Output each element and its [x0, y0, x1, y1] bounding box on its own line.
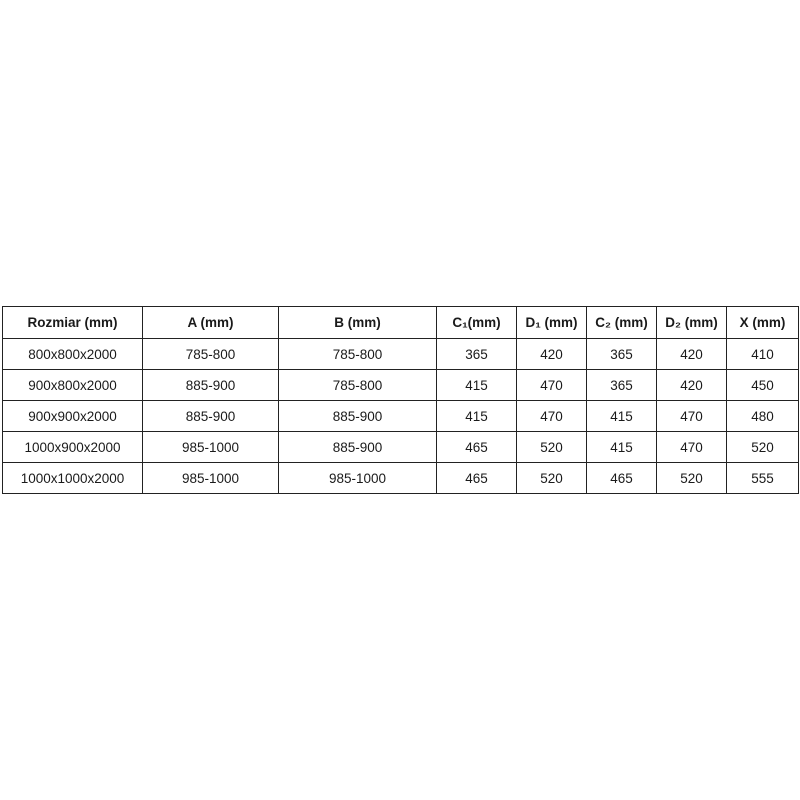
table-cell: 415 — [436, 369, 517, 401]
table-cell: 465 — [436, 431, 517, 463]
table-cell: 520 — [516, 462, 587, 494]
table-cell: 800x800x2000 — [2, 338, 143, 370]
table-cell: 785-800 — [278, 338, 437, 370]
table-cell: 415 — [436, 400, 517, 432]
column-header: B (mm) — [278, 306, 437, 339]
table-cell: 470 — [656, 431, 727, 463]
table-cell: 410 — [726, 338, 799, 370]
table-row: 900x900x2000 885-900 885-900 415 470 415 470 48… — [2, 400, 799, 432]
table-cell: 420 — [516, 338, 587, 370]
table-cell: 415 — [586, 400, 657, 432]
table-cell: 480 — [726, 400, 799, 432]
table-cell: 450 — [726, 369, 799, 401]
table-cell: 900x900x2000 — [2, 400, 143, 432]
table-cell: 985-1000 — [142, 431, 279, 463]
table-cell: 785-800 — [278, 369, 437, 401]
table-cell: 415 — [586, 431, 657, 463]
table-header-row: Rozmiar (mm) A (mm) B (mm) C₁(mm) D₁ (mm) C₂ … — [2, 306, 799, 339]
column-header: D₂ (mm) — [656, 306, 727, 339]
table-cell: 1000x1000x2000 — [2, 462, 143, 494]
table-cell: 520 — [726, 431, 799, 463]
table-cell: 520 — [516, 431, 587, 463]
table-cell: 1000x900x2000 — [2, 431, 143, 463]
table-cell: 470 — [516, 369, 587, 401]
table-cell: 420 — [656, 338, 727, 370]
column-header: A (mm) — [142, 306, 279, 339]
table-cell: 365 — [436, 338, 517, 370]
table-cell: 465 — [586, 462, 657, 494]
table-row: 1000x900x2000 985-1000 885-900 465 520 415 470… — [2, 431, 799, 463]
table-cell: 885-900 — [142, 369, 279, 401]
table-cell: 465 — [436, 462, 517, 494]
table-cell: 365 — [586, 369, 657, 401]
table-row: 900x800x2000 885-900 785-800 415 470 365 420 45… — [2, 369, 799, 401]
table-cell: 985-1000 — [278, 462, 437, 494]
table-row: 1000x1000x2000 985-1000 985-1000 465 520 465 5… — [2, 462, 799, 494]
column-header: X (mm) — [726, 306, 799, 339]
table-cell: 420 — [656, 369, 727, 401]
table-cell: 365 — [586, 338, 657, 370]
column-header: C₁(mm) — [436, 306, 517, 339]
table-cell: 885-900 — [142, 400, 279, 432]
column-header: C₂ (mm) — [586, 306, 657, 339]
table-cell: 900x800x2000 — [2, 369, 143, 401]
table-cell: 885-900 — [278, 431, 437, 463]
table-cell: 885-900 — [278, 400, 437, 432]
table-cell: 985-1000 — [142, 462, 279, 494]
table-row: 800x800x2000 785-800 785-800 365 420 365 420 41… — [2, 338, 799, 370]
table-cell: 470 — [516, 400, 587, 432]
column-header: Rozmiar (mm) — [2, 306, 143, 339]
dimensions-table: Rozmiar (mm) A (mm) B (mm) C₁(mm) D₁ (mm) C₂ … — [2, 306, 799, 494]
table-cell: 470 — [656, 400, 727, 432]
table-cell: 520 — [656, 462, 727, 494]
table-cell: 555 — [726, 462, 799, 494]
column-header: D₁ (mm) — [516, 306, 587, 339]
table-cell: 785-800 — [142, 338, 279, 370]
